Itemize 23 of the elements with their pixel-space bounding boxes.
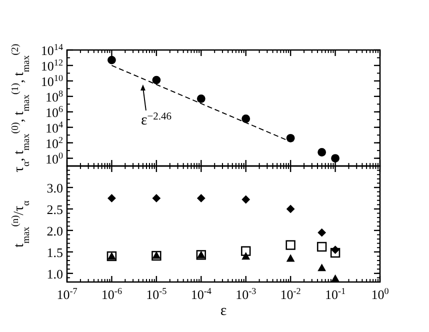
y-tick-label: 2.5 [46, 202, 63, 217]
x-tick-label: 10$^{-3}$ [236, 286, 257, 302]
y-tick-label: 10$^{6}$ [45, 104, 64, 120]
y-tick-label: 10$^{4}$ [45, 119, 64, 136]
y-tick-label: 10$^{8}$ [45, 88, 64, 104]
x-axis-title: ε [220, 303, 227, 319]
y-tick-label: 10$^{10}$ [40, 72, 64, 89]
annotation: ε$^{−2.46}$ [140, 110, 172, 128]
x-tick-label: 10$^{-6}$ [101, 286, 122, 302]
y-tick-label: 1.0 [46, 266, 63, 282]
y-tick-label: 10$^{2}$ [45, 134, 64, 151]
x-tick-label: 10$^{-2}$ [280, 286, 302, 302]
y-tick-label: 10$^{12}$ [40, 57, 64, 74]
x-tick-label: 10$^{-5}$ [146, 286, 168, 302]
y-tick-label: 10$^{0}$ [45, 150, 64, 166]
y-tick-label: 3.0 [46, 180, 63, 196]
x-tick-label: 10$^{-1}$ [324, 286, 346, 302]
y-tick-label: 1.5 [46, 244, 63, 260]
x-tick-label: 10$^{-7}$ [56, 286, 78, 302]
y-tick-label: 2.0 [46, 223, 63, 238]
x-tick-label: 10$^{0}$ [371, 286, 390, 302]
y-tick-label: 10$^{14}$ [40, 42, 64, 58]
x-tick-label: 10$^{-4}$ [190, 286, 212, 302]
